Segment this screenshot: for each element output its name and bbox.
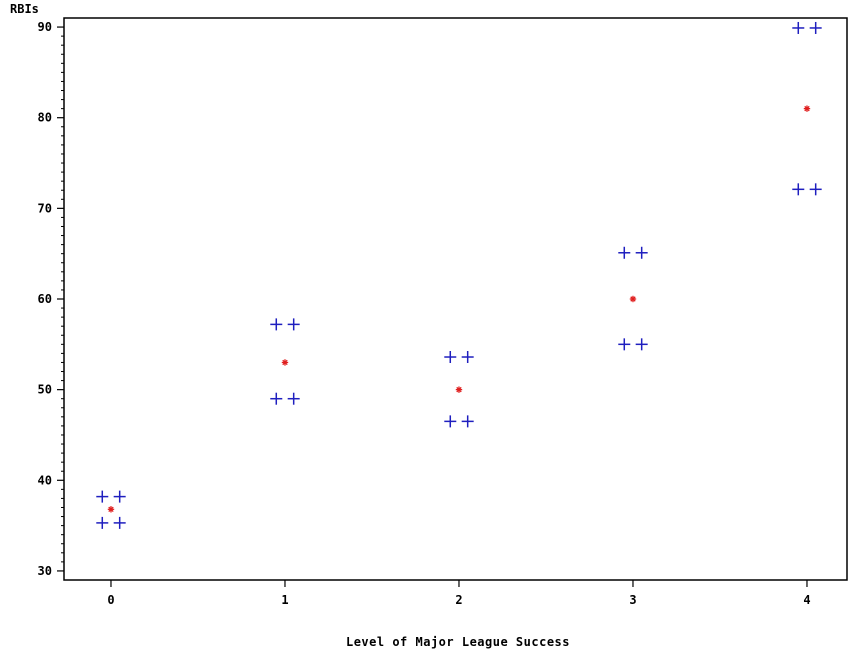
plus-marker (792, 21, 805, 34)
y-tick-label: 70 (38, 201, 52, 215)
plus-marker (618, 246, 631, 259)
x-tick-label: 2 (455, 593, 462, 607)
plus-marker (270, 392, 283, 405)
plus-marker (461, 351, 474, 364)
x-tick-label: 4 (803, 593, 810, 607)
y-tick-label: 30 (38, 564, 52, 578)
plus-marker (635, 338, 648, 351)
plus-marker (270, 318, 283, 331)
y-tick-label: 80 (38, 111, 52, 125)
x-tick-label: 0 (107, 593, 114, 607)
plus-marker (618, 338, 631, 351)
data-marks (96, 21, 822, 529)
star-marker (281, 359, 289, 366)
plus-marker (809, 21, 822, 34)
x-axis: 0 1 2 3 4 (107, 580, 811, 607)
plot-frame (63, 17, 848, 581)
plus-marker (113, 490, 126, 503)
star-marker (803, 105, 811, 112)
star-marker (107, 506, 115, 513)
plus-marker (635, 246, 648, 259)
y-tick-label: 60 (38, 292, 52, 306)
plus-marker (444, 415, 457, 428)
y-axis: 30 40 50 60 70 80 90 (38, 20, 64, 578)
plus-marker (809, 183, 822, 196)
y-minor-ticks (61, 35, 64, 563)
plus-marker (287, 392, 300, 405)
y-tick-label: 90 (38, 20, 52, 34)
plus-marker (113, 516, 126, 529)
plus-marker (792, 183, 805, 196)
y-tick-label: 50 (38, 383, 52, 397)
x-tick-label: 3 (629, 593, 636, 607)
y-tick-label: 40 (38, 473, 52, 487)
x-axis-label: Level of Major League Success (346, 635, 570, 649)
x-tick-label: 1 (281, 593, 288, 607)
plus-marker (96, 516, 109, 529)
y-axis-label: RBIs (10, 2, 39, 16)
star-marker (629, 295, 637, 303)
star-marker (455, 386, 463, 393)
plus-marker (96, 490, 109, 503)
plus-marker (287, 318, 300, 331)
plus-marker (444, 351, 457, 364)
plus-marker (461, 415, 474, 428)
